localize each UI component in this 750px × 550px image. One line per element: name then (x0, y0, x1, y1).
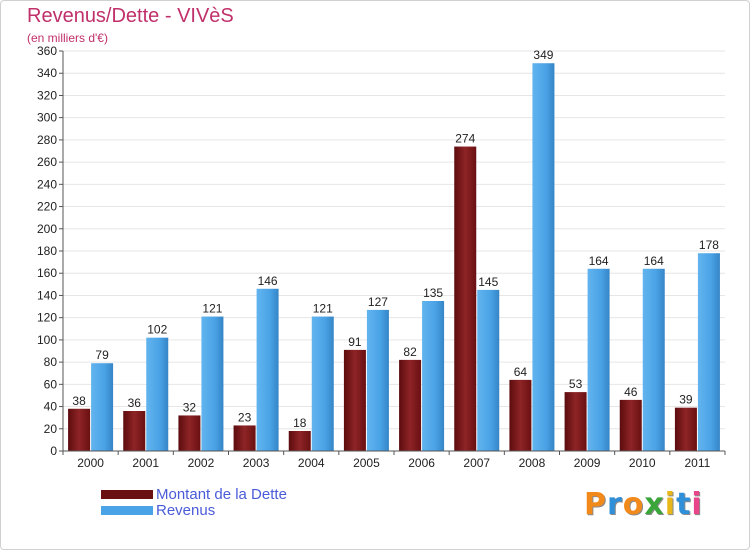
data-label-dette-2009: 53 (569, 377, 583, 391)
legend-swatch-dette (101, 490, 153, 499)
data-label-dette-2011: 39 (679, 393, 693, 407)
bar-dette-2004 (288, 431, 311, 451)
x-tick-label: 2006 (408, 456, 435, 470)
data-label-revenus-2005: 127 (368, 295, 388, 309)
data-label-revenus-2007: 145 (478, 275, 498, 289)
x-tick-label: 2001 (132, 456, 159, 470)
data-label-revenus-2004: 121 (313, 302, 333, 316)
bar-dette-2008 (509, 379, 532, 451)
y-tick-label: 280 (37, 133, 57, 147)
logo-letter: x (644, 487, 665, 522)
bar-revenus-2000 (91, 363, 114, 451)
data-label-dette-2004: 18 (293, 416, 307, 430)
bar-dette-2003 (233, 425, 256, 451)
logo-letter: i (691, 487, 703, 522)
data-label-revenus-2000: 79 (95, 348, 109, 362)
data-label-revenus-2001: 102 (147, 323, 167, 337)
logo-letter: r (607, 487, 623, 522)
bar-revenus-2006 (422, 301, 445, 451)
x-tick-label: 2003 (243, 456, 270, 470)
chart-title: Revenus/Dette - VIVèS (27, 5, 234, 27)
data-label-revenus-2010: 164 (644, 254, 664, 268)
y-tick-label: 220 (37, 200, 57, 214)
data-label-dette-2005: 91 (348, 335, 362, 349)
logo-letter: o (622, 487, 645, 522)
data-label-dette-2006: 82 (403, 345, 417, 359)
data-label-dette-2007: 274 (455, 132, 475, 146)
legend-label-revenus: Revenus (156, 502, 216, 519)
bar-revenus-2010 (642, 268, 665, 451)
y-tick-label: 360 (37, 44, 57, 58)
x-tick-label: 2002 (188, 456, 215, 470)
y-tick-label: 260 (37, 155, 57, 169)
data-label-revenus-2002: 121 (202, 302, 222, 316)
data-label-revenus-2009: 164 (589, 254, 609, 268)
y-tick-label: 240 (37, 177, 57, 191)
bar-revenus-2008 (532, 63, 555, 451)
y-tick-label: 200 (37, 222, 57, 236)
x-tick-label: 2000 (77, 456, 104, 470)
bar-revenus-2003 (256, 288, 279, 451)
y-tick-label: 40 (44, 400, 58, 414)
bar-revenus-2011 (697, 253, 720, 451)
data-label-dette-2000: 38 (72, 394, 86, 408)
data-label-dette-2008: 64 (514, 365, 528, 379)
bar-dette-2009 (564, 392, 587, 451)
x-tick-label: 2009 (574, 456, 601, 470)
bar-dette-2001 (123, 411, 146, 451)
y-tick-label: 0 (50, 444, 57, 458)
data-label-dette-2001: 36 (128, 396, 142, 410)
data-label-revenus-2006: 135 (423, 286, 443, 300)
bar-revenus-2005 (366, 309, 389, 451)
data-label-revenus-2011: 178 (699, 238, 719, 252)
y-tick-label: 100 (37, 333, 57, 347)
data-label-revenus-2003: 146 (258, 274, 278, 288)
y-tick-label: 180 (37, 244, 57, 258)
logo-letter: P (584, 487, 607, 522)
bar-dette-2002 (178, 415, 201, 451)
x-tick-label: 2007 (463, 456, 490, 470)
y-tick-label: 160 (37, 266, 57, 280)
legend: Montant de la Dette Revenus (101, 487, 287, 519)
bar-revenus-2007 (477, 289, 500, 451)
y-tick-label: 20 (44, 422, 58, 436)
x-tick-label: 2008 (519, 456, 546, 470)
bar-dette-2000 (68, 408, 91, 451)
bar-dette-2011 (674, 407, 697, 451)
legend-swatch-revenus (101, 506, 153, 515)
bar-dette-2006 (399, 359, 422, 451)
y-tick-label: 140 (37, 288, 57, 302)
data-label-dette-2003: 23 (238, 410, 252, 424)
chart-subtitle: (en milliers d'€) (27, 31, 108, 45)
bar-revenus-2004 (311, 316, 334, 451)
bar-revenus-2001 (146, 337, 169, 451)
proxiti-logo: Proxiti (584, 487, 703, 522)
bar-dette-2005 (343, 349, 366, 451)
y-tick-label: 60 (44, 377, 58, 391)
x-tick-label: 2004 (298, 456, 325, 470)
logo-letter: i (664, 487, 677, 522)
y-tick-label: 120 (37, 311, 57, 325)
x-tick-label: 2005 (353, 456, 380, 470)
y-tick-label: 340 (37, 66, 57, 80)
legend-item-dette: Montant de la Dette (101, 487, 287, 503)
bar-revenus-2009 (587, 268, 610, 451)
y-tick-label: 320 (37, 88, 57, 102)
legend-label-dette: Montant de la Dette (156, 486, 287, 503)
data-label-dette-2002: 32 (183, 400, 197, 414)
y-tick-label: 80 (44, 355, 58, 369)
x-tick-label: 2010 (629, 456, 656, 470)
logo-letter: t (676, 487, 692, 522)
bar-dette-2007 (454, 146, 477, 452)
legend-item-revenus: Revenus (101, 503, 287, 519)
data-label-revenus-2008: 349 (533, 48, 553, 62)
x-tick-label: 2011 (685, 456, 711, 470)
bar-dette-2010 (619, 399, 642, 451)
bar-revenus-2002 (201, 316, 224, 451)
y-tick-label: 300 (37, 111, 57, 125)
data-label-dette-2010: 46 (624, 385, 638, 399)
